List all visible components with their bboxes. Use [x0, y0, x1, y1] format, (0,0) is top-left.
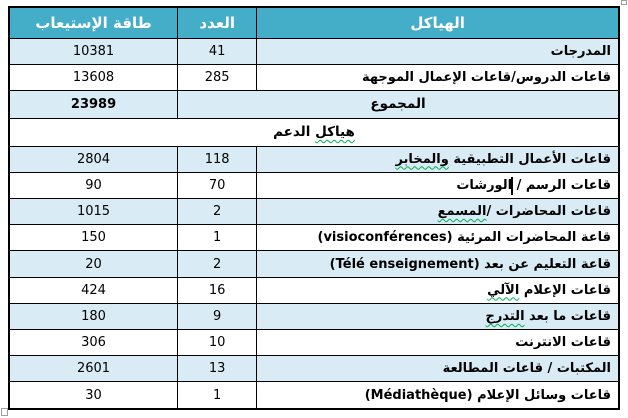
capacity-cell[interactable]: 2601 [8, 355, 179, 383]
total-label-cell[interactable]: المجموع [177, 89, 620, 119]
section-title-tail: الدعم [273, 124, 316, 141]
misspelled-word: هياكل [315, 124, 355, 141]
structure-label: قاعات الدروس/قاعات الإعمال الموجهة [361, 69, 611, 85]
section-title-cell[interactable]: هياكل الدعم [8, 117, 620, 147]
count-cell[interactable]: 118 [177, 145, 258, 173]
section-row: هياكل الدعم [8, 117, 620, 147]
count-cell[interactable]: 13 [177, 355, 258, 383]
structure-cell[interactable]: قاعات المحاضرات /المسمع [256, 197, 620, 226]
header-structures[interactable]: الهياكل [256, 6, 620, 39]
structure-cell[interactable]: قاعة المحاضرات المرئية (visioconférences… [256, 224, 620, 252]
capacity-cell[interactable]: 90 [8, 171, 179, 200]
capacity-cell[interactable]: 1015 [8, 197, 179, 226]
capacity-cell[interactable]: 150 [8, 224, 179, 252]
total-row: المجموع 23989 [8, 89, 620, 119]
table-row: قاعات الانترنت 10 306 [8, 329, 620, 357]
structure-label: قاعات الأعمال التطبيقية [448, 151, 611, 167]
misspelled-word: الآلي [487, 282, 520, 298]
table-row: قاعات الأعمال التطبيقية والمخابر 118 280… [8, 145, 620, 173]
table-resize-handle[interactable] [621, 0, 627, 5]
total-capacity-cell[interactable]: 23989 [8, 89, 179, 119]
structure-cell[interactable]: قاعات الدروس/قاعات الإعمال الموجهة [256, 63, 620, 91]
capacity-cell[interactable]: 2804 [8, 145, 179, 173]
table-row: المكتبات / قاعات المطالعة 13 2601 [8, 355, 620, 383]
misspelled-word: التدرج [485, 308, 525, 324]
table-row: قاعة المحاضرات المرئية (visioconférences… [8, 224, 620, 252]
structure-cell[interactable]: قاعات الرسم / الورشات [256, 171, 620, 200]
capacity-cell[interactable]: 10381 [8, 37, 179, 65]
misspelled-word: والمخابر [395, 151, 449, 167]
structure-cell[interactable]: المكتبات / قاعات المطالعة [256, 355, 620, 383]
capacity-cell[interactable]: 30 [8, 381, 179, 410]
structure-label: قاعات الإعلام [519, 282, 611, 298]
capacity-cell[interactable]: 306 [8, 329, 179, 357]
structure-label: المكتبات / قاعات المطالعة [442, 361, 611, 377]
structure-cell[interactable]: قاعة التعليم عن بعد (Télé enseignement) [256, 250, 620, 278]
structures-table: الهياكل العدد طاقة الإستيعاب المدرجات 41… [8, 6, 620, 410]
structure-label: قاعات المحاضرات / [486, 204, 612, 220]
text-cursor [511, 177, 513, 195]
count-cell[interactable]: 2 [177, 197, 258, 226]
structure-cell[interactable]: قاعات الانترنت [256, 329, 620, 357]
table-row: قاعات ما بعد التدرج 9 180 [8, 302, 620, 331]
table-row: قاعة التعليم عن بعد (Télé enseignement) … [8, 250, 620, 278]
table-row: قاعات الدروس/قاعات الإعمال الموجهة 285 1… [8, 63, 620, 91]
count-cell[interactable]: 2 [177, 250, 258, 278]
structure-cell[interactable]: المدرجات [256, 37, 620, 65]
structure-label: قاعات ما بعد [524, 308, 611, 324]
misspelled-word: المسمع [437, 204, 487, 220]
structure-cell[interactable]: قاعات الإعلام الآلي [256, 276, 620, 304]
paragraph-mark [1, 408, 8, 416]
capacity-cell[interactable]: 13608 [8, 63, 179, 91]
capacity-cell[interactable]: 180 [8, 302, 179, 331]
structure-cell[interactable]: قاعات وسائل الإعلام (Médiathèque) [256, 381, 620, 410]
table-row: قاعات الإعلام الآلي 16 424 [8, 276, 620, 304]
table-row: قاعات المحاضرات /المسمع 2 1015 [8, 197, 620, 226]
structure-label: قاعات وسائل الإعلام (Médiathèque) [364, 387, 611, 403]
header-count[interactable]: العدد [177, 6, 258, 39]
table-row: المدرجات 41 10381 [8, 37, 620, 65]
table-row: قاعات الرسم / الورشات 70 90 [8, 171, 620, 200]
count-cell[interactable]: 9 [177, 302, 258, 331]
structure-label: قاعة المحاضرات المرئية (visioconférences… [317, 230, 612, 246]
capacity-cell[interactable]: 424 [8, 276, 179, 304]
table-row: قاعات وسائل الإعلام (Médiathèque) 1 30 [8, 381, 620, 410]
count-cell[interactable]: 1 [177, 224, 258, 252]
header-capacity[interactable]: طاقة الإستيعاب [8, 6, 179, 39]
structure-label: قاعات الانترنت [515, 335, 611, 351]
count-cell[interactable]: 1 [177, 381, 258, 410]
structure-label: المدرجات [550, 43, 611, 59]
capacity-cell[interactable]: 20 [8, 250, 179, 278]
count-cell[interactable]: 70 [177, 171, 258, 200]
header-row: الهياكل العدد طاقة الإستيعاب [8, 6, 620, 39]
structure-label: قاعة التعليم عن بعد (Télé enseignement) [329, 256, 611, 272]
structure-cell[interactable]: قاعات الأعمال التطبيقية والمخابر [256, 145, 620, 173]
count-cell[interactable]: 16 [177, 276, 258, 304]
count-cell[interactable]: 10 [177, 329, 258, 357]
structure-cell[interactable]: قاعات ما بعد التدرج [256, 302, 620, 331]
structure-label: قاعات الرسم / الورشات [456, 177, 611, 193]
count-cell[interactable]: 285 [177, 63, 258, 91]
count-cell[interactable]: 41 [177, 37, 258, 65]
